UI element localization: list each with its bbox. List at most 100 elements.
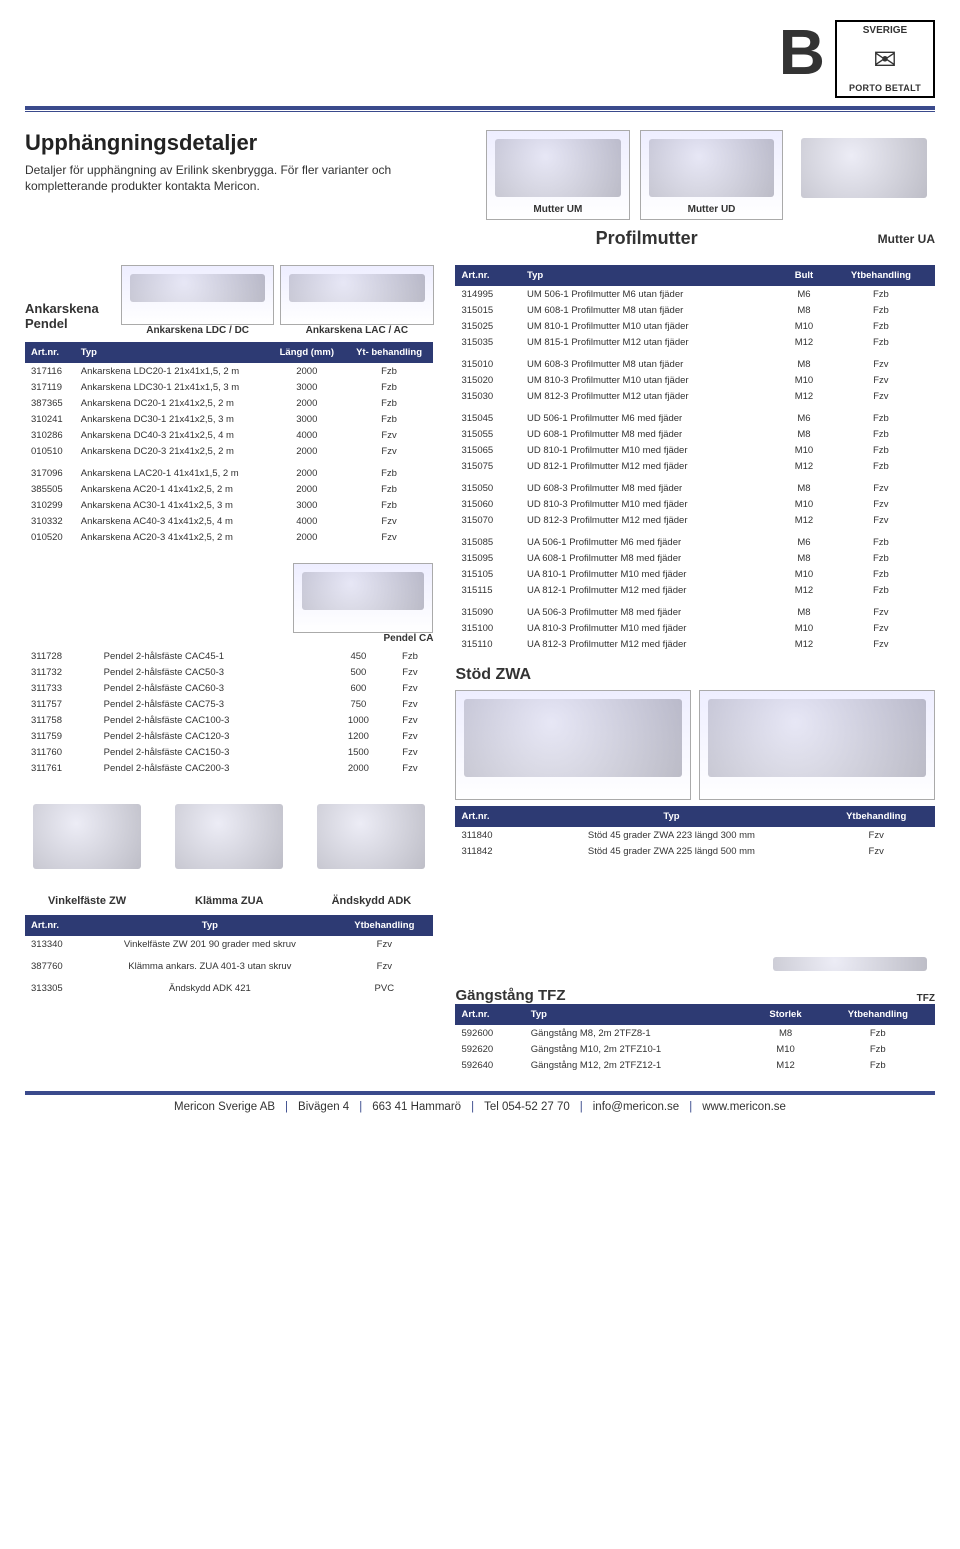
table-cell: 311733: [25, 680, 98, 696]
table-cell: 1500: [330, 744, 386, 760]
table-cell: 3000: [269, 497, 345, 513]
table-row: 315055UD 608-1 Profilmutter M8 med fjäde…: [455, 426, 935, 442]
table-cell: M8: [751, 1025, 821, 1041]
table-cell: Ankarskena DC20-3 21x41x2,5, 2 m: [75, 443, 269, 459]
table-row: 387760Klämma ankars. ZUA 401-3 utan skru…: [25, 958, 433, 974]
table-cell: Fzb: [345, 363, 434, 379]
table-cell: Fzb: [827, 426, 935, 442]
pm-h1: Typ: [521, 265, 781, 286]
table-cell: UD 506-1 Profilmutter M6 med fjäder: [521, 410, 781, 426]
envelope-icon: ✉: [873, 46, 896, 74]
table-row: 317119Ankarskena LDC30-1 21x41x1,5, 3 m3…: [25, 379, 433, 395]
table-cell: Fzv: [827, 604, 935, 620]
table-cell: Fzv: [345, 513, 434, 529]
table-cell: UD 608-3 Profilmutter M8 med fjäder: [521, 480, 781, 496]
table-cell: 010510: [25, 443, 75, 459]
table-cell: Fzv: [817, 827, 935, 843]
ankarskena-table: Art.nr. Typ Längd (mm) Yt- behandling 31…: [25, 342, 433, 545]
table-cell: 313340: [25, 936, 85, 952]
table-cell: 2000: [269, 529, 345, 545]
table-cell: 315035: [455, 334, 521, 350]
st-h2: Ytbehandling: [817, 806, 935, 827]
ank-h0: Art.nr.: [25, 342, 75, 363]
table-row: 311732Pendel 2-hålsfäste CAC50-3500Fzv: [25, 664, 433, 680]
table-cell: 3000: [269, 379, 345, 395]
table-row: 315070UD 812-3 Profilmutter M12 med fjäd…: [455, 512, 935, 528]
pendel-table: 311728Pendel 2-hålsfäste CAC45-1450Fzb31…: [25, 648, 433, 776]
table-row: 315045UD 506-1 Profilmutter M6 med fjäde…: [455, 410, 935, 426]
table-cell: 311760: [25, 744, 98, 760]
table-cell: Ankarskena LDC30-1 21x41x1,5, 3 m: [75, 379, 269, 395]
hero-title: Upphängningsdetaljer: [25, 130, 474, 156]
table-cell: Fzv: [345, 443, 434, 459]
table-cell: Fzb: [827, 458, 935, 474]
table-cell: 315090: [455, 604, 521, 620]
table-row: 311840Stöd 45 grader ZWA 223 längd 300 m…: [455, 827, 935, 843]
table-cell: Ändskydd ADK 421: [85, 980, 336, 996]
table-cell: M10: [781, 372, 827, 388]
table-cell: M6: [781, 534, 827, 550]
table-row: 317116Ankarskena LDC20-1 21x41x1,5, 2 m2…: [25, 363, 433, 379]
profilmutter-title: Profilmutter: [596, 228, 698, 249]
table-cell: Fzb: [345, 411, 434, 427]
table-cell: 311761: [25, 760, 98, 776]
table-row: 311842Stöd 45 grader ZWA 225 längd 500 m…: [455, 843, 935, 859]
letter-b: B: [779, 20, 825, 84]
table-cell: 3000: [269, 411, 345, 427]
table-cell: Fzv: [386, 696, 433, 712]
table-row: 315015UM 608-1 Profilmutter M8 utan fjäd…: [455, 302, 935, 318]
tfz-label: TFZ: [765, 993, 935, 1004]
table-cell: 311758: [25, 712, 98, 728]
stod-title: Stöd ZWA: [455, 666, 935, 684]
st-h1: Typ: [526, 806, 818, 827]
table-cell: 317096: [25, 465, 75, 481]
table-cell: Gängstång M12, 2m 2TFZ12-1: [525, 1057, 751, 1073]
table-cell: Fzb: [827, 442, 935, 458]
table-row: 310332Ankarskena AC40-3 41x41x2,5, 4 m40…: [25, 513, 433, 529]
table-cell: M6: [781, 410, 827, 426]
table-cell: UM 810-1 Profilmutter M10 utan fjäder: [521, 318, 781, 334]
table-cell: Fzv: [827, 496, 935, 512]
table-cell: 313305: [25, 980, 85, 996]
table-cell: Fzv: [386, 712, 433, 728]
table-cell: UD 812-1 Profilmutter M12 med fjäder: [521, 458, 781, 474]
table-cell: 311732: [25, 664, 98, 680]
table-cell: UA 608-1 Profilmutter M8 med fjäder: [521, 550, 781, 566]
table-cell: 4000: [269, 427, 345, 443]
table-cell: 385505: [25, 481, 75, 497]
ank-h1: Typ: [75, 342, 269, 363]
table-row: 315060UD 810-3 Profilmutter M10 med fjäd…: [455, 496, 935, 512]
table-cell: 2000: [269, 443, 345, 459]
table-cell: M12: [781, 388, 827, 404]
table-row: 310241Ankarskena DC30-1 21x41x2,5, 3 m30…: [25, 411, 433, 427]
table-cell: M8: [781, 604, 827, 620]
hero-section: Upphängningsdetaljer Detaljer för upphän…: [25, 130, 935, 220]
table-cell: UA 812-1 Profilmutter M12 med fjäder: [521, 582, 781, 598]
gs-h3: Ytbehandling: [821, 1004, 935, 1025]
table-cell: Fzv: [345, 529, 434, 545]
table-cell: Fzv: [827, 636, 935, 652]
stod-zwa-image: [455, 690, 691, 800]
table-row: 310286Ankarskena DC40-3 21x41x2,5, 4 m40…: [25, 427, 433, 443]
ankarskena-ldc-image: [121, 265, 274, 325]
table-cell: 592640: [455, 1057, 524, 1073]
table-cell: Fzb: [345, 481, 434, 497]
ankarskena-ldc-caption: Ankarskena LDC / DC: [121, 325, 274, 336]
top-bar: B SVERIGE ✉ PORTO BETALT: [25, 20, 935, 98]
table-cell: Fzb: [821, 1025, 935, 1041]
pm-h2: Bult: [781, 265, 827, 286]
table-cell: 317119: [25, 379, 75, 395]
vinkelfaste-image: [25, 796, 149, 891]
ankarskena-title: Ankarskena Pendel: [25, 301, 115, 332]
table-cell: UA 506-3 Profilmutter M8 med fjäder: [521, 604, 781, 620]
ti-h2: Ytbehandling: [335, 915, 433, 936]
profilmutter-header-row: Profilmutter Mutter UA: [25, 228, 935, 249]
footer-company: Mericon Sverige AB: [174, 1101, 275, 1113]
table-cell: PVC: [335, 980, 433, 996]
table-row: 310299Ankarskena AC30-1 41x41x2,5, 3 m30…: [25, 497, 433, 513]
footer-city: 663 41 Hammarö: [372, 1101, 461, 1113]
gs-h0: Art.nr.: [455, 1004, 524, 1025]
andskydd-caption: Ändskydd ADK: [309, 895, 433, 907]
table-cell: M10: [781, 620, 827, 636]
table-row: 592640Gängstång M12, 2m 2TFZ12-1M12Fzb: [455, 1057, 935, 1073]
